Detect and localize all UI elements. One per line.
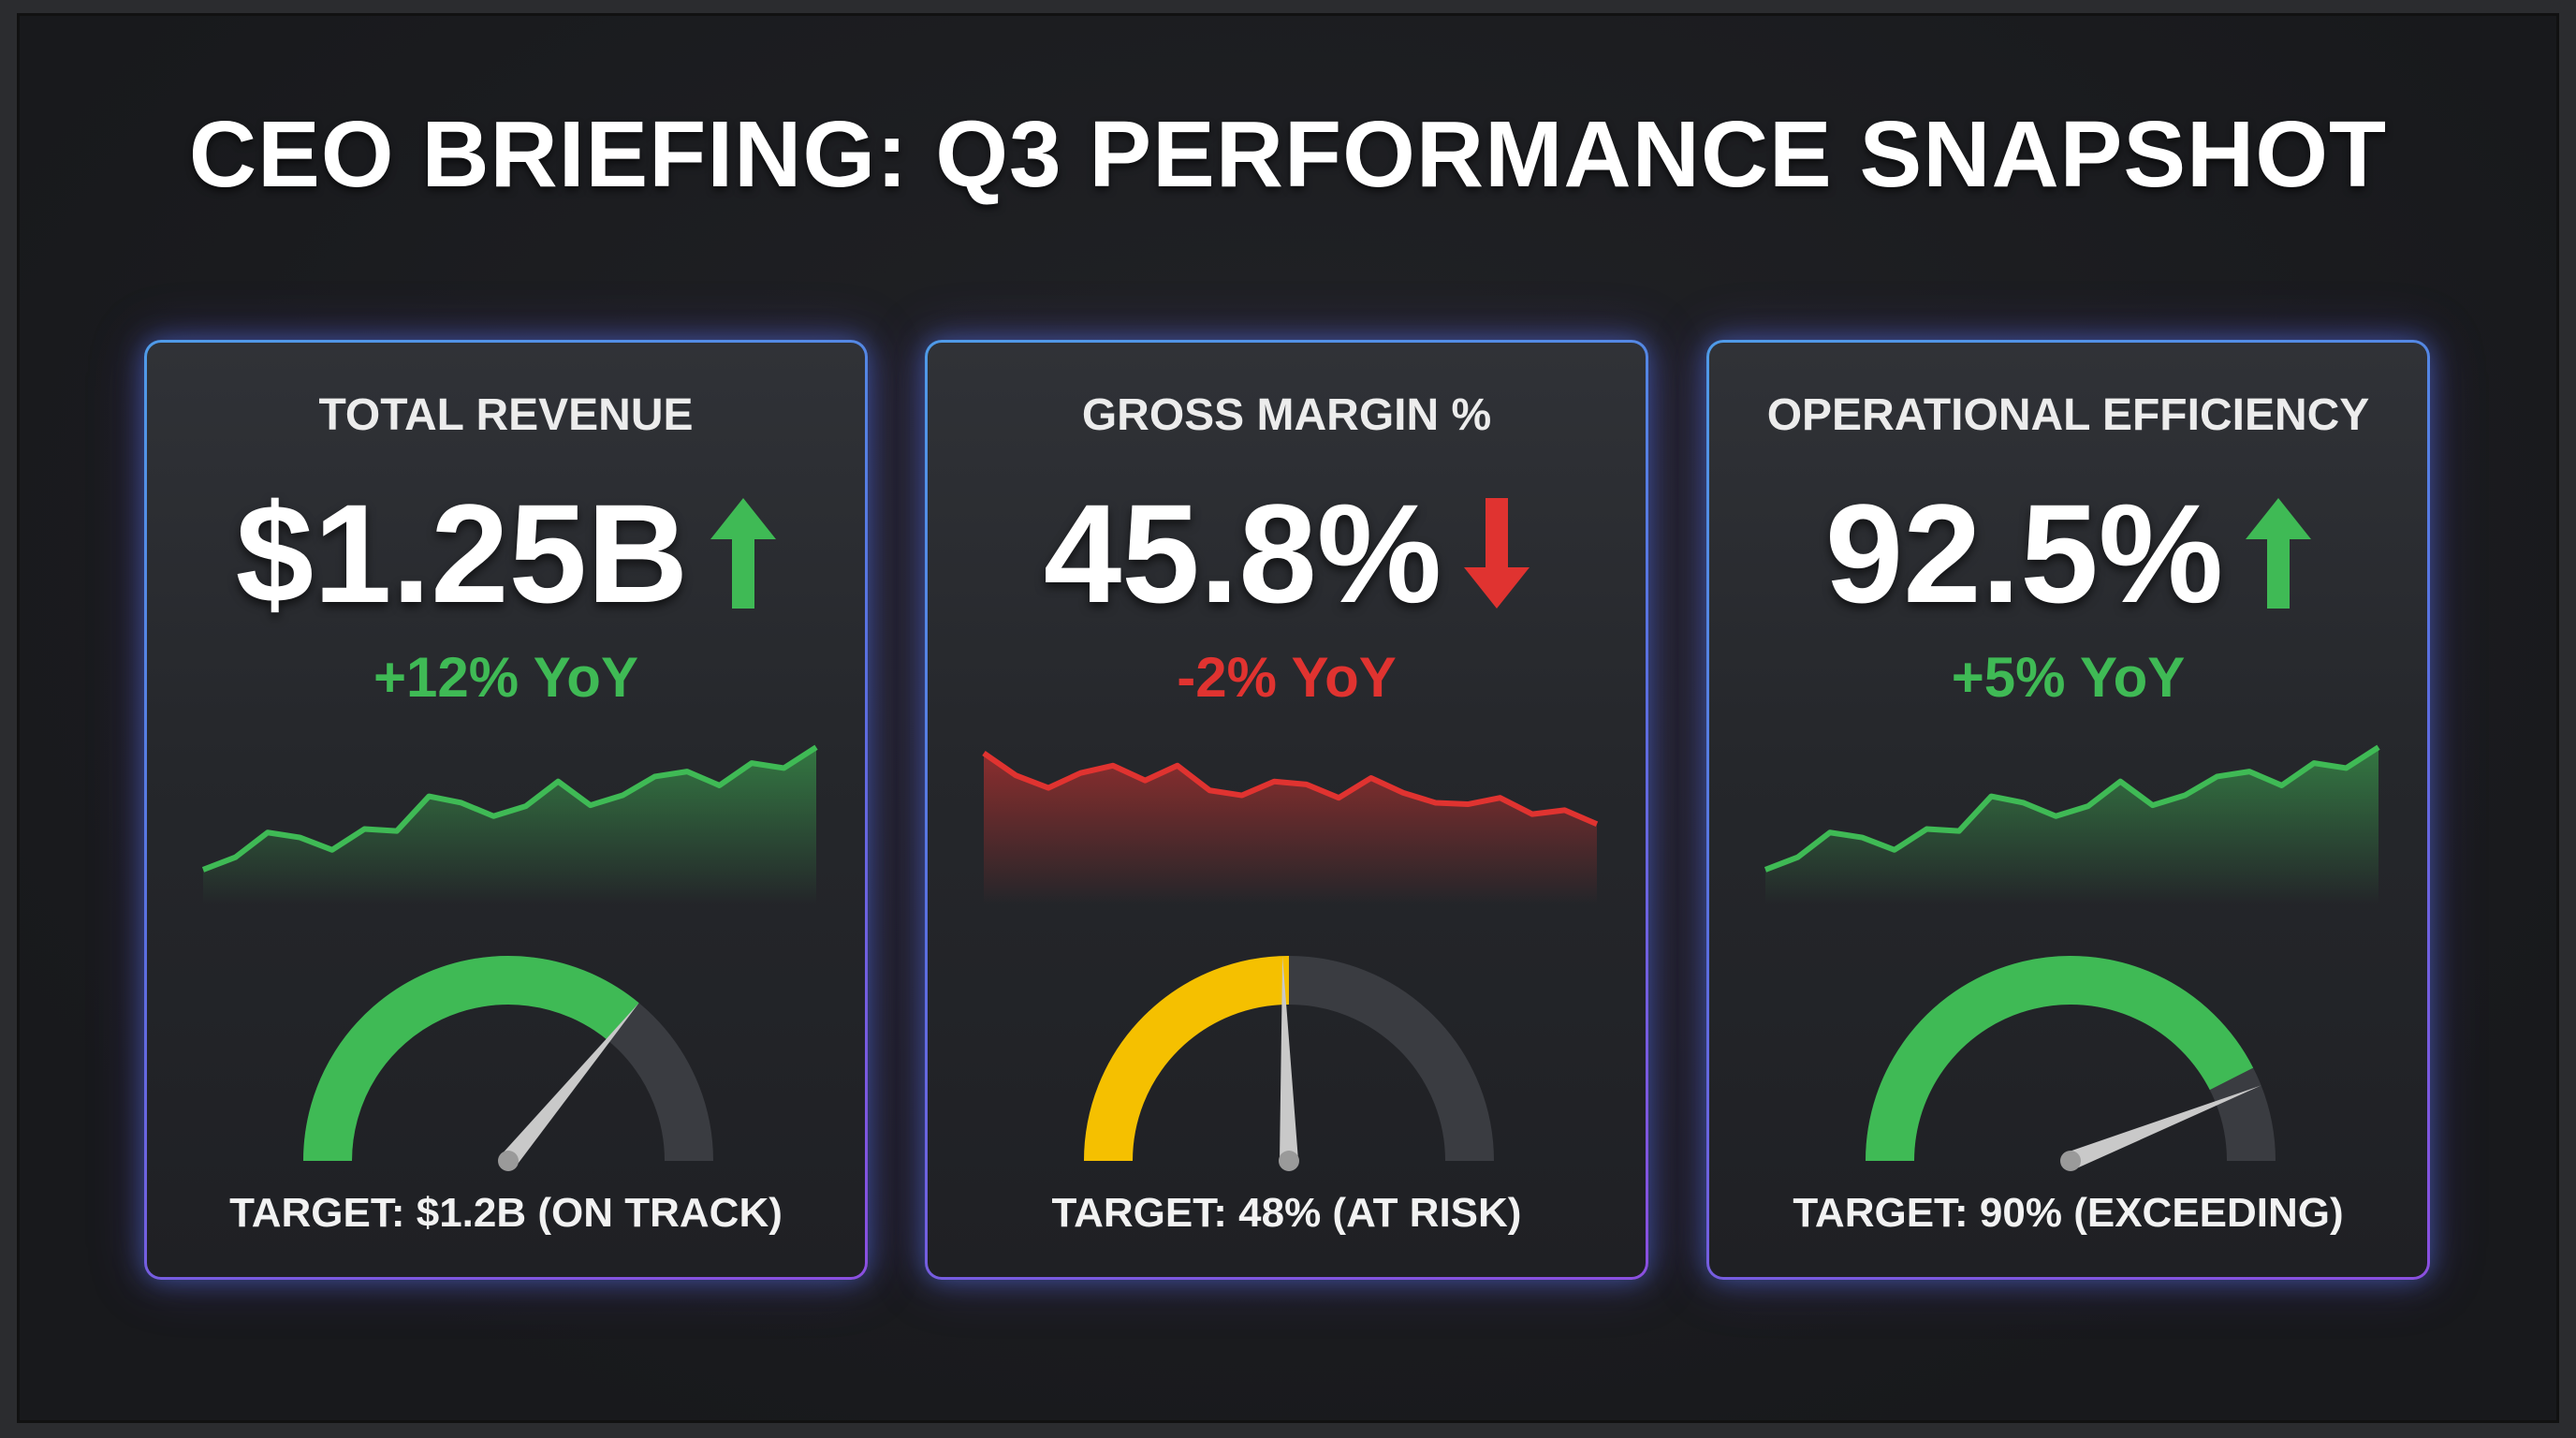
kpi-card: OPERATIONAL EFFICIENCY 92.5% +5% YoY TAR… <box>1706 340 2430 1280</box>
sparkline-line <box>201 744 818 873</box>
arrow-down-icon <box>1464 498 1530 609</box>
page-title: CEO BRIEFING: Q3 PERFORMANCE SNAPSHOT <box>188 102 2388 207</box>
sparkline-line <box>1764 744 2380 873</box>
kpi-value: 92.5% <box>1824 475 2224 632</box>
sparkline-area <box>984 753 1597 904</box>
kpi-value: 45.8% <box>1043 475 1442 632</box>
arrow-up-icon <box>2246 498 2312 609</box>
kpi-target: TARGET: 90% (EXCEEDING) <box>1793 1190 2344 1236</box>
gauge <box>303 956 713 1171</box>
kpi-yoy: -2% YoY <box>1177 646 1397 709</box>
kpi-title: GROSS MARGIN % <box>1081 390 1492 440</box>
kpi-value: $1.25B <box>235 475 689 632</box>
gauge <box>1084 956 1494 1171</box>
gauge-hub <box>1279 1151 1299 1171</box>
kpi-card-body: GROSS MARGIN % 45.8% -2% YoY TARGET: 48%… <box>928 343 1646 1277</box>
kpi-card: GROSS MARGIN % 45.8% -2% YoY TARGET: 48%… <box>925 340 1648 1280</box>
sparkline-chart <box>1764 744 2380 904</box>
kpi-value-row: $1.25B <box>147 464 865 642</box>
gauge-hub <box>498 1151 519 1171</box>
gauge-needle <box>501 1003 639 1167</box>
kpi-card-body: TOTAL REVENUE $1.25B +12% YoY TARGET: $1… <box>147 343 865 1277</box>
gauge <box>1866 956 2276 1171</box>
kpi-yoy: +12% YoY <box>373 646 638 709</box>
kpi-target: TARGET: $1.2B (ON TRACK) <box>229 1190 783 1236</box>
sparkline-area <box>203 747 816 904</box>
gauge-fill <box>1866 956 2254 1162</box>
sparkline-chart <box>201 744 818 904</box>
sparkline-line <box>982 751 1599 827</box>
kpi-yoy: +5% YoY <box>1951 646 2186 709</box>
sparkline-chart <box>982 751 1599 904</box>
kpi-card-body: OPERATIONAL EFFICIENCY 92.5% +5% YoY TAR… <box>1709 343 2427 1277</box>
kpi-card: TOTAL REVENUE $1.25B +12% YoY TARGET: $1… <box>144 340 868 1280</box>
gauge-hub <box>2060 1151 2081 1171</box>
kpi-value-row: 45.8% <box>928 464 1646 642</box>
gauge-needle <box>1280 956 1298 1162</box>
kpi-value-row: 92.5% <box>1709 464 2427 642</box>
gauge-fill <box>303 956 639 1162</box>
gauge-fill <box>1084 956 1290 1162</box>
kpi-target: TARGET: 48% (AT RISK) <box>1051 1190 1522 1236</box>
kpi-title: OPERATIONAL EFFICIENCY <box>1766 390 2370 440</box>
arrow-up-icon <box>710 498 777 609</box>
gauge-needle <box>2067 1085 2261 1170</box>
sparkline-area <box>1765 747 2378 904</box>
kpi-title: TOTAL REVENUE <box>318 390 694 440</box>
